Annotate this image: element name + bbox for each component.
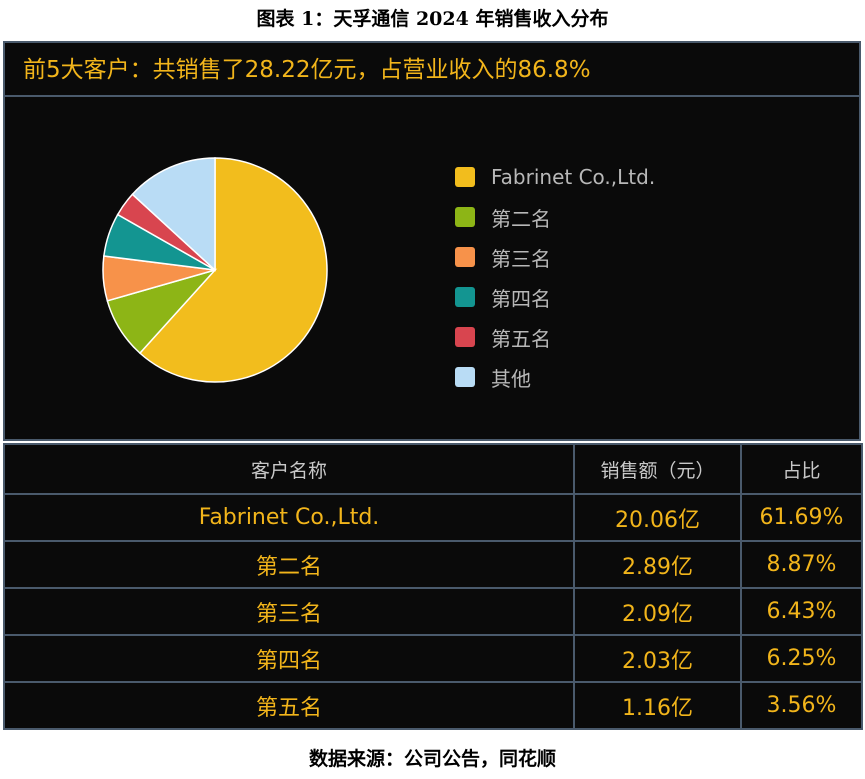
chart-title: 前5大客户：共销售了28.22亿元，占营业收入的86.8% <box>5 43 859 97</box>
legend-swatch <box>455 327 475 347</box>
legend-item: 第五名 <box>455 317 655 357</box>
legend-label: 第五名 <box>491 326 551 351</box>
column-header: 客户名称 <box>3 443 575 495</box>
sales-cell: 1.16亿 <box>573 681 742 730</box>
chart-panel: 前5大客户：共销售了28.22亿元，占营业收入的86.8% Fabrinet C… <box>3 41 861 441</box>
figure-title: 图表 1：天孚通信 2024 年销售收入分布 <box>256 8 609 30</box>
sales-cell: 2.09亿 <box>573 587 742 636</box>
column-header: 占比 <box>740 443 863 495</box>
table-row: 第三名 2.09亿 6.43% <box>3 587 863 636</box>
customer-name-cell: 第五名 <box>3 681 575 730</box>
legend: Fabrinet Co.,Ltd. 第二名 第三名 第四名 第五名 其他 <box>455 157 655 397</box>
sales-cell: 2.03亿 <box>573 634 742 683</box>
legend-label: 第三名 <box>491 246 551 271</box>
legend-swatch <box>455 367 475 387</box>
table-header-row: 客户名称 销售额（元） 占比 <box>3 443 863 495</box>
share-cell: 6.25% <box>740 634 863 683</box>
customer-name-cell: 第二名 <box>3 540 575 589</box>
customer-table: 客户名称 销售额（元） 占比 Fabrinet Co.,Ltd. 20.06亿 … <box>3 443 863 730</box>
table-row: 第二名 2.89亿 8.87% <box>3 540 863 589</box>
share-cell: 61.69% <box>740 493 863 542</box>
share-cell: 3.56% <box>740 681 863 730</box>
sales-cell: 2.89亿 <box>573 540 742 589</box>
legend-item: 第三名 <box>455 237 655 277</box>
share-cell: 8.87% <box>740 540 863 589</box>
legend-item: 其他 <box>455 357 655 397</box>
table-row: 第五名 1.16亿 3.56% <box>3 681 863 730</box>
legend-swatch <box>455 167 475 187</box>
customer-name-cell: Fabrinet Co.,Ltd. <box>3 493 575 542</box>
legend-item: Fabrinet Co.,Ltd. <box>455 157 655 197</box>
legend-swatch <box>455 287 475 307</box>
pie-chart <box>102 157 328 383</box>
legend-label: 第二名 <box>491 206 551 231</box>
legend-item: 第四名 <box>455 277 655 317</box>
legend-item: 第二名 <box>455 197 655 237</box>
legend-swatch <box>455 207 475 227</box>
column-header: 销售额（元） <box>573 443 742 495</box>
pie-slice-0 <box>138 157 328 383</box>
legend-label: 其他 <box>491 366 531 391</box>
table-row: 第四名 2.03亿 6.25% <box>3 634 863 683</box>
customer-name-cell: 第四名 <box>3 634 575 683</box>
legend-swatch <box>455 247 475 267</box>
pie-slice-5 <box>131 157 216 272</box>
share-cell: 6.43% <box>740 587 863 636</box>
customer-name-cell: 第三名 <box>3 587 575 636</box>
legend-label: 第四名 <box>491 286 551 311</box>
legend-label: Fabrinet Co.,Ltd. <box>491 165 656 189</box>
table-row: Fabrinet Co.,Ltd. 20.06亿 61.69% <box>3 493 863 542</box>
sales-cell: 20.06亿 <box>573 493 742 542</box>
source-note: 数据来源：公司公告，同花顺 <box>308 748 556 770</box>
